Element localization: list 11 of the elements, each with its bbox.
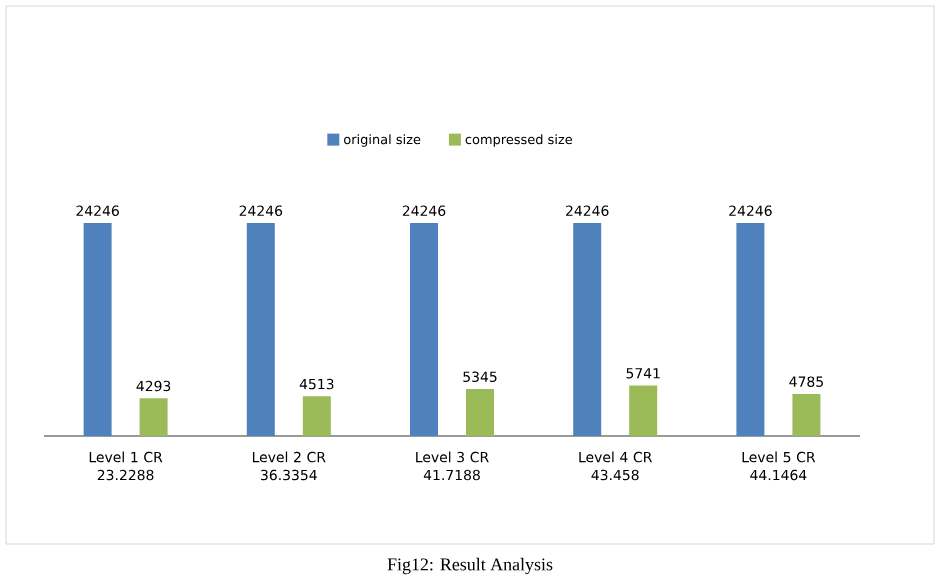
bar (466, 389, 495, 436)
bar (573, 223, 602, 436)
bar (83, 223, 112, 436)
bar (139, 398, 168, 436)
bar (792, 393, 821, 436)
bar (736, 223, 765, 436)
bar (246, 223, 275, 436)
bar (410, 223, 439, 436)
bar (302, 396, 331, 436)
bar (629, 385, 658, 436)
caption: Fig12: Result Analysis (387, 557, 553, 575)
